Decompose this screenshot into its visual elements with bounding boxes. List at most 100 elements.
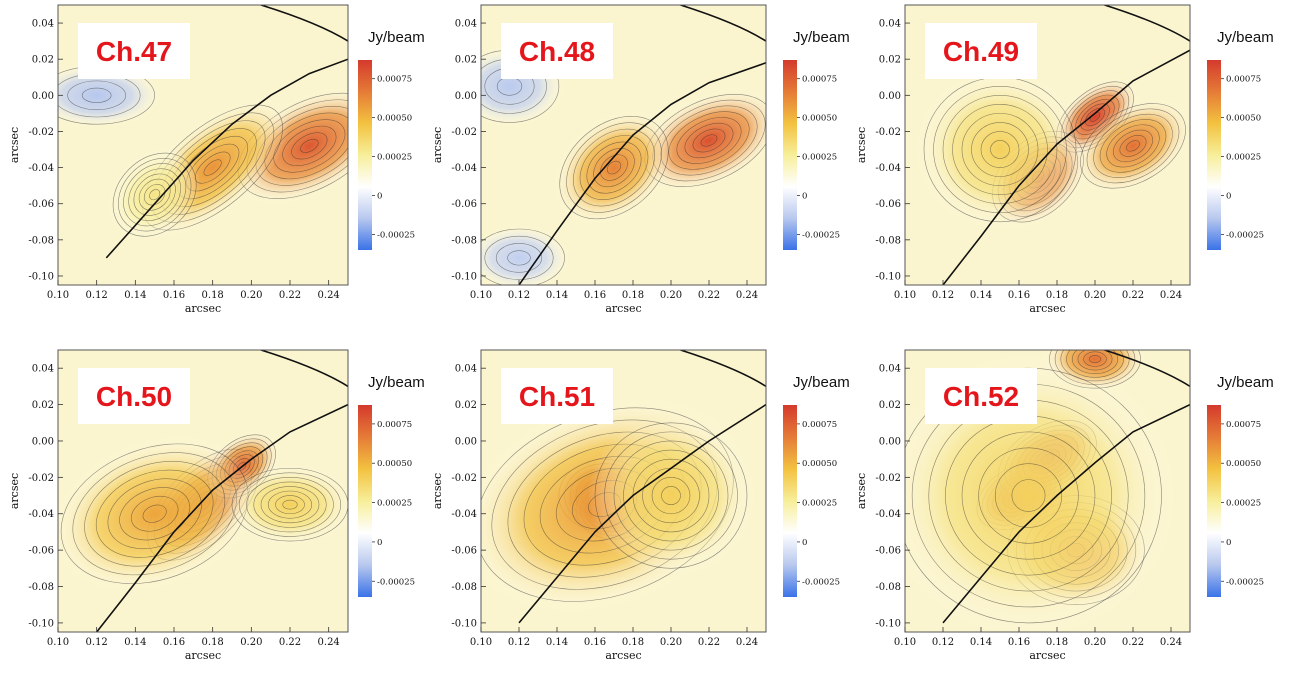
contour-line	[1011, 479, 1046, 512]
contour-line	[1093, 113, 1173, 178]
y-tick-label: -0.04	[28, 163, 54, 174]
colorbar-tick-label: 0.00050	[377, 459, 412, 469]
y-tick-label: -0.08	[28, 582, 54, 593]
x-tick-label: 0.14	[546, 637, 568, 648]
y-tick-label: 0.02	[32, 55, 54, 66]
colorbar-tick-label: 0.00050	[377, 114, 412, 124]
x-tick-label: 0.22	[279, 290, 301, 301]
contour-line	[138, 178, 171, 211]
colorbar-tick-label: 0.00025	[377, 153, 412, 163]
colorbar-title: Jy/beam	[368, 374, 425, 391]
colorbar-tick-label: 0	[377, 538, 382, 548]
contour-line	[1083, 351, 1107, 367]
colorbar-tick-label: -0.00025	[1226, 230, 1264, 240]
colorbar-tick-label: 0.00050	[802, 114, 837, 124]
contour-line	[692, 128, 726, 153]
emission-feature	[554, 111, 674, 224]
panel-ch52: 0.10 0.12 0.14 0.16 0.18 0.20 0.22 0.24 -0.10 -0.…	[855, 349, 1191, 662]
colorbar-tick-label: 0	[802, 191, 807, 201]
x-tick-label: 0.18	[1046, 290, 1068, 301]
x-tick-label: 0.18	[202, 637, 224, 648]
panel-ch47: 0.10 0.12 0.14 0.16 0.18 0.20 0.22 0.24 -0.10 -0.…	[8, 4, 349, 315]
caustic-line	[942, 403, 1190, 624]
x-tick-label: 0.20	[240, 637, 262, 648]
colorbar-tick-label: 0	[1226, 538, 1231, 548]
x-tick-label: 0.24	[1160, 290, 1182, 301]
contour-line	[594, 422, 748, 569]
x-tick-label: 0.18	[1046, 637, 1068, 648]
channel-title: Ch.49	[943, 36, 1019, 67]
contour-line	[572, 128, 656, 207]
colorbar-tick-label: -0.00025	[377, 230, 415, 240]
x-tick-label: 0.12	[508, 290, 530, 301]
x-tick-label: 0.22	[698, 637, 720, 648]
y-tick-label: -0.02	[451, 473, 477, 484]
y-axis-label: arcsec	[8, 127, 21, 163]
x-tick-label: 0.16	[1008, 637, 1030, 648]
plot-frame	[904, 4, 1191, 286]
panel-ch50: 0.10 0.12 0.14 0.16 0.18 0.20 0.22 0.24 -0.10 -0.…	[8, 349, 349, 662]
x-tick-label: 0.24	[318, 290, 340, 301]
contour-line	[119, 487, 191, 541]
x-tick-label: 0.16	[1008, 290, 1030, 301]
contour-line	[933, 85, 1067, 214]
x-tick-label: 0.12	[508, 637, 530, 648]
x-tick-label: 0.20	[1084, 637, 1106, 648]
emission-feature	[1075, 99, 1190, 193]
y-axis-label: arcsec	[855, 473, 868, 509]
contour-line	[994, 463, 1063, 528]
colorbar-gradient	[358, 60, 372, 250]
y-tick-label: 0.02	[879, 55, 901, 66]
contour-line	[1126, 140, 1140, 152]
colorbar-gradient	[783, 60, 797, 250]
x-tick-label: 0.18	[622, 290, 644, 301]
x-tick-label: 0.16	[163, 290, 185, 301]
contour-line	[1106, 124, 1160, 168]
y-axis-label: arcsec	[855, 127, 868, 163]
y-tick-label: 0.04	[455, 19, 477, 30]
contour-line	[95, 469, 214, 558]
y-tick-label: 0.04	[879, 19, 901, 30]
contour-line	[291, 132, 328, 160]
y-tick-label: 0.00	[32, 91, 54, 102]
panel-ch49: 0.10 0.12 0.14 0.16 0.18 0.20 0.22 0.24 -0.10 -0.…	[855, 4, 1191, 315]
channel-title: Ch.48	[519, 36, 595, 67]
y-tick-label: -0.10	[875, 618, 901, 629]
contour-line	[72, 452, 237, 576]
colorbar: Jy/beam -0.00025 0 0.00025 0.00050 0.00075	[358, 29, 425, 250]
contour-line	[600, 154, 628, 181]
contour-line	[495, 243, 543, 273]
panel-ch48: 0.10 0.12 0.14 0.16 0.18 0.20 0.22 0.24 -0.10 -0.…	[431, 4, 767, 315]
y-tick-label: -0.08	[875, 235, 901, 246]
y-tick-label: -0.10	[451, 271, 477, 282]
x-tick-label: 0.24	[1160, 637, 1182, 648]
map-content	[58, 350, 348, 632]
map-content	[916, 5, 1190, 285]
contour-line	[1112, 129, 1154, 163]
colorbar-title: Jy/beam	[1217, 374, 1274, 391]
contour-line	[260, 486, 320, 524]
caustic-line	[105, 58, 348, 259]
contour-line	[1099, 119, 1167, 173]
contour-line	[623, 449, 719, 542]
map-content	[58, 5, 348, 259]
x-tick-label: 0.22	[279, 637, 301, 648]
y-axis-label: arcsec	[8, 473, 21, 509]
x-tick-label: 0.14	[546, 290, 568, 301]
colorbar-tick-label: 0.00025	[802, 153, 837, 163]
y-tick-label: 0.02	[32, 400, 54, 411]
x-tick-label: 0.18	[202, 290, 224, 301]
y-tick-label: 0.02	[455, 400, 477, 411]
y-tick-label: -0.06	[451, 546, 477, 557]
colorbar-gradient	[783, 405, 797, 597]
plot-frame	[480, 349, 767, 633]
channel-badge	[78, 23, 190, 79]
contour-line	[282, 499, 298, 510]
caustic-line	[96, 403, 348, 632]
contour-line	[107, 478, 202, 549]
caustic-line	[518, 62, 766, 285]
x-tick-label: 0.22	[1122, 637, 1144, 648]
caustic-line-secondary	[680, 350, 766, 388]
y-tick-label: -0.10	[451, 618, 477, 629]
colorbar-gradient	[1207, 405, 1221, 597]
